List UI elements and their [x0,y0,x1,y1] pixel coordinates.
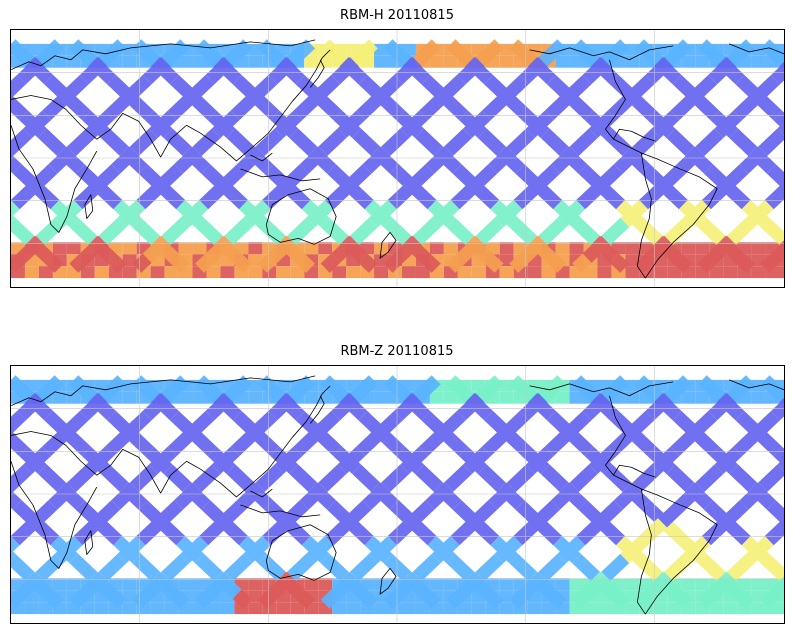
panel-title-bottom: RBM-Z 20110815 [340,344,454,359]
map-canvas-bottom [11,366,784,623]
map-panel-bottom [10,365,785,624]
panel-title-top: RBM-H 20110815 [340,8,454,23]
map-canvas-top [11,30,784,287]
map-panel-top [10,29,785,288]
